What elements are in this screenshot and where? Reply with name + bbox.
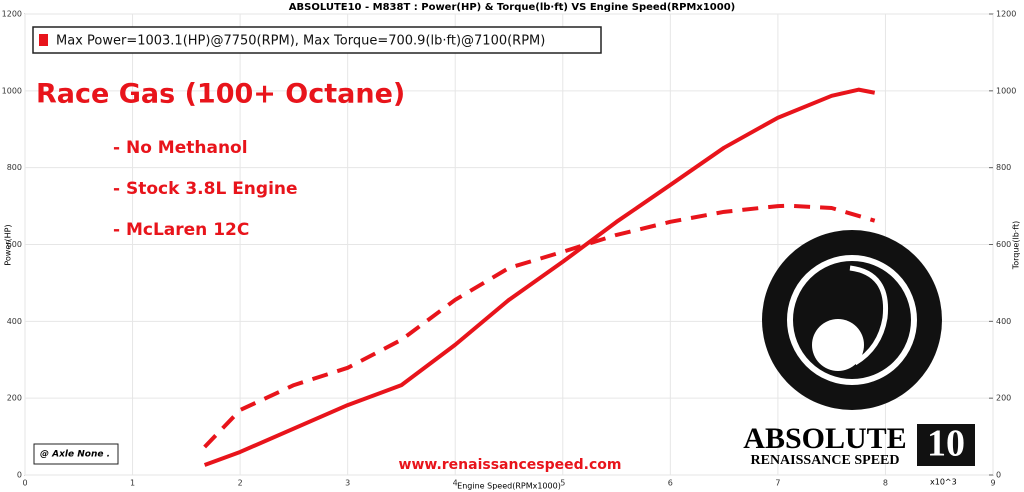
y-axis-label: Power(HP) — [4, 224, 13, 265]
x-tick-label: 9 — [990, 479, 995, 488]
x-multiplier: x10^3 — [930, 478, 957, 487]
x-tick-label: 6 — [668, 479, 673, 488]
y-tick-label: 800 — [7, 163, 22, 172]
y2-tick-label: 800 — [996, 163, 1011, 172]
y-tick-label: 0 — [17, 471, 22, 480]
note: - No Methanol — [113, 138, 248, 158]
logo-subtitle: RENAISSANCE SPEED — [751, 453, 900, 468]
x-tick-label: 5 — [560, 479, 565, 488]
y-tick-label: 1000 — [2, 86, 22, 95]
logo-title: ABSOLUTE — [743, 422, 906, 455]
y2-tick-label: 600 — [996, 240, 1011, 249]
y2-tick-label: 1000 — [996, 86, 1016, 95]
chart-title: ABSOLUTE10 - M838T : Power(HP) & Torque(… — [289, 2, 735, 13]
y2-tick-label: 200 — [996, 394, 1011, 403]
headline: Race Gas (100+ Octane) — [36, 79, 405, 110]
x-tick-label: 1 — [130, 479, 135, 488]
website: www.renaissancespeed.com — [399, 457, 622, 473]
x-tick-label: 7 — [775, 479, 780, 488]
y2-tick-label: 1200 — [996, 10, 1016, 19]
x-tick-label: 2 — [238, 479, 243, 488]
axle-box — [33, 443, 119, 465]
x-axis-label: Engine Speed(RPMx1000) — [457, 482, 561, 491]
note: - McLaren 12C — [113, 220, 249, 240]
x-tick-label: 0 — [22, 479, 27, 488]
y-tick-label: 200 — [7, 394, 22, 403]
y2-axis-label: Torque(lb·ft) — [1012, 221, 1021, 271]
legend-box — [32, 26, 602, 54]
logo-number: 10 — [927, 423, 965, 465]
note: - Stock 3.8L Engine — [113, 179, 298, 199]
y-tick-label: 400 — [7, 317, 22, 326]
legend-swatch — [39, 34, 48, 46]
x-tick-label: 3 — [345, 479, 350, 488]
axle-note: @ Axle None . — [40, 450, 110, 460]
logo: ABSOLUTE 10 RENAISSANCE SPEED — [743, 230, 975, 468]
x-tick-label: 4 — [453, 479, 458, 488]
logo-number-box — [917, 424, 975, 466]
series-line — [203, 87, 876, 467]
y2-tick-label: 400 — [996, 317, 1011, 326]
legend-text: Max Power=1003.1(HP)@7750(RPM), Max Torq… — [56, 34, 545, 49]
x-tick-label: 8 — [883, 479, 888, 488]
y-tick-label: 1200 — [2, 10, 22, 19]
logo-ring — [787, 255, 917, 385]
y2-tick-label: 0 — [996, 471, 1001, 480]
y-tick-label: 600 — [7, 240, 22, 249]
logo-emblem — [812, 319, 864, 371]
logo-dragon — [849, 265, 889, 366]
